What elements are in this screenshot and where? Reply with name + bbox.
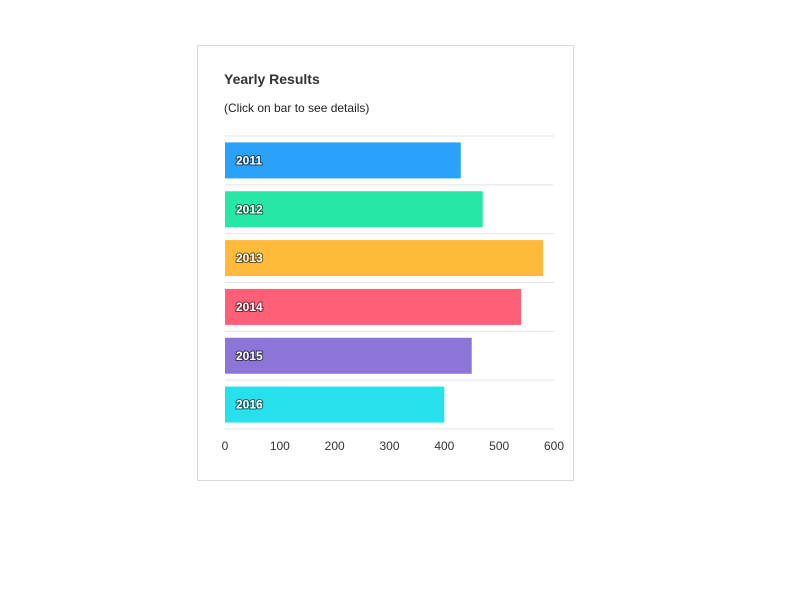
bar-label-2014: 2014 bbox=[236, 300, 263, 314]
bar-2016[interactable] bbox=[225, 386, 445, 423]
x-tick-label: 500 bbox=[489, 439, 509, 453]
x-tick-label: 300 bbox=[379, 439, 399, 453]
x-tick-label: 100 bbox=[270, 439, 290, 453]
bar-label-2011: 2011 bbox=[236, 153, 262, 167]
bar-2012[interactable] bbox=[225, 191, 483, 228]
x-tick-label: 0 bbox=[222, 439, 229, 453]
chart-subtitle: (Click on bar to see details) bbox=[224, 101, 370, 115]
bar-2013[interactable] bbox=[225, 240, 544, 277]
x-tick-label: 400 bbox=[434, 439, 454, 453]
chart-title: Yearly Results bbox=[224, 71, 320, 87]
bar-label-2015: 2015 bbox=[236, 349, 263, 363]
bar-2015[interactable] bbox=[225, 337, 472, 374]
x-tick-label: 200 bbox=[325, 439, 345, 453]
bar-label-2012: 2012 bbox=[236, 202, 263, 216]
bar-2014[interactable] bbox=[225, 288, 522, 325]
bar-chart: 2011 2012 2013 2014 2015 2016 0 100 200 300 400 500… bbox=[222, 135, 564, 453]
x-tick-label: 600 bbox=[544, 439, 564, 453]
chart-card: Yearly Results (Click on bar to see deta… bbox=[197, 45, 574, 481]
bar-2011[interactable] bbox=[225, 142, 461, 179]
bar-label-2016: 2016 bbox=[236, 398, 263, 412]
bar-label-2013: 2013 bbox=[236, 251, 263, 265]
